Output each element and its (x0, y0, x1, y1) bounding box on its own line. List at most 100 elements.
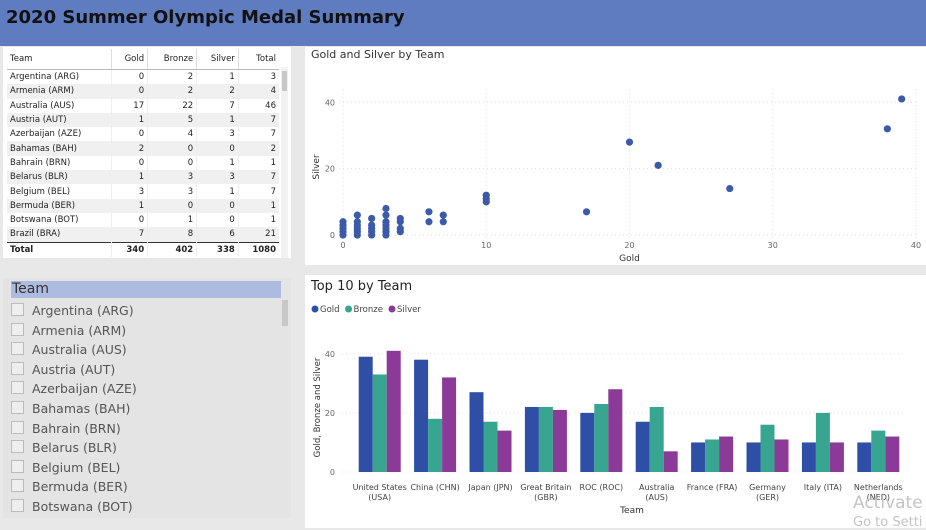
slicer-item[interactable]: Belarus (BLR) (11, 440, 117, 455)
total-cell: Total (7, 241, 112, 257)
bar (442, 377, 457, 472)
table-cell: 0 (196, 141, 239, 156)
legend-label: Silver (397, 305, 421, 315)
slicer-item[interactable]: Argentina (ARG) (11, 303, 134, 318)
slicer-item[interactable]: Belgium (BEL) (11, 459, 120, 475)
slicer-item[interactable]: Bahamas (BAH) (11, 401, 130, 416)
slicer-scrollbar[interactable] (282, 300, 288, 326)
slicer-item[interactable]: Australia (AUS) (11, 342, 127, 357)
point (353, 211, 361, 219)
table-cell: Austria (AUT) (7, 112, 112, 128)
x-tick-label: 40 (911, 241, 921, 250)
y-axis-label: Silver (312, 154, 322, 180)
total-cell: 338 (196, 241, 239, 257)
table-cell: 1 (111, 170, 148, 185)
table-cell: 0 (111, 212, 148, 228)
checkbox[interactable] (11, 342, 24, 356)
bar (691, 442, 706, 472)
table-cell: 0 (196, 198, 239, 213)
table-cell: 1 (111, 198, 148, 213)
checkbox[interactable] (11, 361, 24, 375)
checkbox[interactable] (11, 440, 24, 454)
checkbox[interactable] (11, 420, 24, 434)
x-tick-label: Netherlands (NED) (853, 483, 903, 502)
table-cell: 0 (147, 198, 197, 213)
legend-marker (388, 305, 396, 313)
slicer-item[interactable]: Azerbaijan (AZE) (11, 381, 137, 396)
table-cell: 2 (147, 69, 197, 85)
table-cell: 1 (196, 69, 239, 85)
table-cell: 1 (196, 112, 239, 128)
x-tick-label: 30 (768, 241, 778, 250)
table-cell: 1 (196, 155, 239, 171)
slicer-item[interactable]: Armenia (ARM) (11, 322, 126, 338)
slicer-item[interactable]: Austria (AUT) (11, 361, 115, 377)
x-tick-label: France (FRA) (686, 483, 738, 492)
table-cell: 1 (237, 212, 279, 228)
checkbox[interactable] (11, 303, 24, 316)
point (396, 224, 404, 233)
table-cell: Bahamas (BAH) (7, 141, 112, 156)
point (368, 221, 376, 229)
bar-card: Top 10 by Team Gold Bronze Silver 0 20 40 Gold,… (305, 275, 926, 528)
total-cell: 402 (147, 241, 197, 257)
table-cell: 3 (147, 184, 197, 199)
table-row: Brazil (BRA) 7 8 6 21 (7, 227, 279, 243)
x-tick-label: Japan (JPN) (468, 483, 513, 492)
total-cell: 340 (111, 241, 148, 257)
column-header: Total (237, 49, 279, 70)
point (382, 211, 390, 219)
slicer-item[interactable]: Bermuda (BER) (11, 479, 128, 494)
bar (885, 436, 900, 472)
table-cell: Botswana (BOT) (10, 215, 79, 226)
table-cell: 3 (147, 170, 197, 185)
table-cell: Bermuda (BER) (7, 198, 112, 213)
table-row: Armenia (ARM) 0 2 2 4 (7, 84, 279, 99)
checkbox[interactable] (11, 479, 24, 493)
point (425, 208, 433, 216)
scrollbar[interactable] (281, 67, 288, 258)
y-tick-label: 20 (325, 165, 335, 174)
point (368, 214, 376, 223)
column-header: Team (7, 49, 112, 70)
table-row: Bahamas (BAH) 2 0 0 2 (7, 141, 279, 156)
table-cell: 7 (111, 227, 148, 243)
column-header: Gold (111, 49, 148, 70)
checkbox[interactable] (11, 499, 24, 512)
slicer-title: Team (12, 281, 50, 297)
table-row: Belgium (BEL) 3 3 1 7 (7, 184, 279, 199)
slicer-item[interactable]: Botswana (BOT) (11, 499, 133, 514)
bar (746, 442, 761, 472)
legend-label: Gold (320, 305, 340, 315)
table-row: Azerbaijan (AZE) 0 4 3 7 (7, 127, 279, 142)
watermark: Go to Setti (853, 515, 923, 530)
column-header: Silver (196, 49, 239, 70)
bar (635, 421, 650, 472)
table-cell: 3 (237, 69, 279, 85)
slicer-label: Argentina (ARG) (32, 303, 134, 318)
checkbox[interactable] (11, 401, 24, 414)
point (339, 218, 347, 226)
slicer-label: Bahrain (BRN) (32, 420, 121, 436)
slicer-item[interactable]: Bahrain (BRN) (11, 420, 121, 436)
bar (801, 442, 816, 472)
checkbox[interactable] (11, 459, 24, 473)
medal-table: Team Gold Bronze Silver Total Argentina (ARG)… (7, 49, 279, 257)
table-cell: 0 (147, 155, 197, 171)
scroll-thumb[interactable] (282, 71, 287, 91)
table-cell: 2 (237, 141, 279, 156)
bar (760, 424, 775, 472)
table-cell: 5 (147, 112, 197, 128)
checkbox[interactable] (11, 322, 24, 336)
bar (774, 439, 789, 472)
slicer-header-bg (11, 281, 281, 298)
slicer-label: Bahamas (BAH) (32, 401, 131, 416)
table-cell: 0 (147, 141, 197, 156)
table-cell: 1 (147, 212, 197, 228)
point (883, 125, 891, 133)
bar-chart: Top 10 by Team Gold Bronze Silver 0 20 40Gold,… (310, 279, 906, 516)
table-cell: 3 (196, 170, 239, 185)
table-row: Belarus (BLR) 1 3 3 7 (7, 170, 279, 185)
checkbox[interactable] (11, 381, 24, 395)
bar (552, 409, 567, 472)
